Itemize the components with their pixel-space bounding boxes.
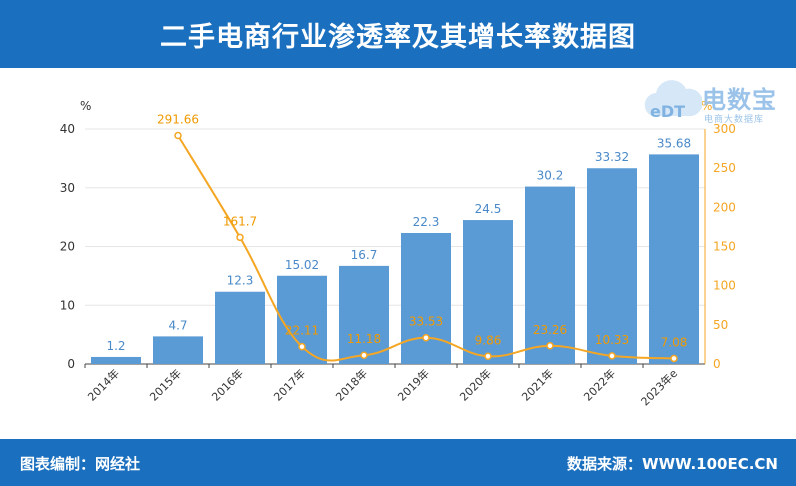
- bar-value-label: 16.7: [351, 248, 378, 262]
- x-tick-label: 2022年: [581, 366, 618, 403]
- bar-value-label: 35.68: [657, 136, 691, 150]
- bar-value-label: 22.3: [413, 215, 440, 229]
- y-left-tick-label: 0: [67, 357, 75, 371]
- bar: [153, 336, 203, 364]
- y-right-tick-label: 50: [713, 318, 728, 332]
- x-tick-label: 2018年: [333, 366, 370, 403]
- line-value-label: 33.53: [409, 315, 443, 329]
- bar-value-label: 24.5: [475, 202, 502, 216]
- footer-credit: 图表编制：网经社: [20, 455, 141, 473]
- chart-area: 0 10 20 30 40 0 50 100 150 200 250 300%% 1.2 2014年 4.7…: [0, 68, 796, 439]
- logo-brand: 电数宝: [702, 86, 777, 114]
- line-value-label: 23.26: [533, 323, 567, 337]
- bar-value-label: 4.7: [168, 318, 187, 332]
- chart-title: 二手电商行业渗透率及其增长率数据图: [160, 21, 636, 53]
- line-point: [546, 342, 554, 350]
- y-left-tick-label: 30: [60, 181, 75, 195]
- bar: [649, 154, 699, 364]
- line-value-label: 161.7: [223, 214, 257, 228]
- bar: [91, 356, 141, 364]
- x-tick-label: 2016年: [209, 366, 246, 403]
- title-bar: 二手电商行业渗透率及其增长率数据图: [0, 0, 796, 68]
- bar-value-label: 33.32: [595, 150, 629, 164]
- x-tick-label: 2021年: [519, 366, 556, 403]
- y-left-unit: %: [80, 99, 91, 113]
- logo-subtitle: 电商大数据库: [704, 115, 765, 125]
- bar: [339, 265, 389, 364]
- line-point: [670, 354, 678, 363]
- x-tick-label: 2019年: [395, 366, 432, 403]
- x-tick-label: 2020年: [457, 366, 494, 403]
- line-point: [174, 131, 182, 140]
- line-point: [422, 333, 430, 342]
- x-tick-label: 2014年: [85, 366, 122, 403]
- y-right-tick-label: 0: [713, 357, 721, 371]
- y-right-tick-label: 150: [713, 240, 736, 254]
- y-right-unit: %: [701, 99, 712, 113]
- watermark-logo: 电数宝 电商大数据库 eDT: [640, 72, 790, 142]
- bar-value-label: 30.2: [537, 169, 564, 183]
- line-point: [608, 352, 616, 360]
- cloud-logo-icon: [644, 80, 702, 116]
- line-point: [484, 352, 492, 361]
- footer-source: 数据来源：WWW.100EC.CN: [567, 455, 778, 473]
- y-left-tick-label: 20: [60, 240, 75, 254]
- line-value-label: 291.66: [157, 113, 199, 127]
- bar: [215, 291, 265, 364]
- line-value-label: 22.11: [285, 324, 319, 338]
- bar: [277, 275, 327, 364]
- line-value-label: 7.08: [661, 335, 688, 349]
- y-right-tick-label: 250: [713, 161, 736, 175]
- line-point: [298, 342, 306, 351]
- x-tick-label: 2017年: [271, 366, 308, 403]
- line-value-label: 11.18: [347, 332, 381, 346]
- y-right-tick-label: 200: [713, 200, 736, 214]
- bar: [587, 168, 637, 364]
- x-tick-label: 2023年e: [638, 366, 680, 408]
- bar: [525, 186, 575, 364]
- line-value-label: 9.86: [475, 333, 502, 347]
- line-point: [236, 233, 244, 242]
- y-right-tick-label: 300: [713, 122, 736, 136]
- chart-svg: 0 10 20 30 40 0 50 100 150 200 250 300% % 1.2 2014年 4.7…: [60, 99, 736, 408]
- line-value-label: 10.33: [595, 333, 629, 347]
- bar: [401, 232, 451, 364]
- bar-value-label: 12.3: [227, 274, 254, 288]
- logo-mark: eDT: [650, 102, 686, 121]
- bar-value-label: 15.02: [285, 258, 319, 272]
- y-left-tick-label: 10: [60, 298, 75, 312]
- footer-bar: 图表编制：网经社 数据来源：WWW.100EC.CN: [0, 439, 796, 486]
- bar: [463, 220, 513, 364]
- y-right-tick-label: 100: [713, 279, 736, 293]
- bar-value-label: 1.2: [106, 339, 125, 353]
- growth-rate-line: [177, 135, 675, 362]
- y-left-tick-label: 40: [60, 122, 75, 136]
- x-tick-label: 2015年: [147, 366, 184, 403]
- line-point: [360, 351, 368, 359]
